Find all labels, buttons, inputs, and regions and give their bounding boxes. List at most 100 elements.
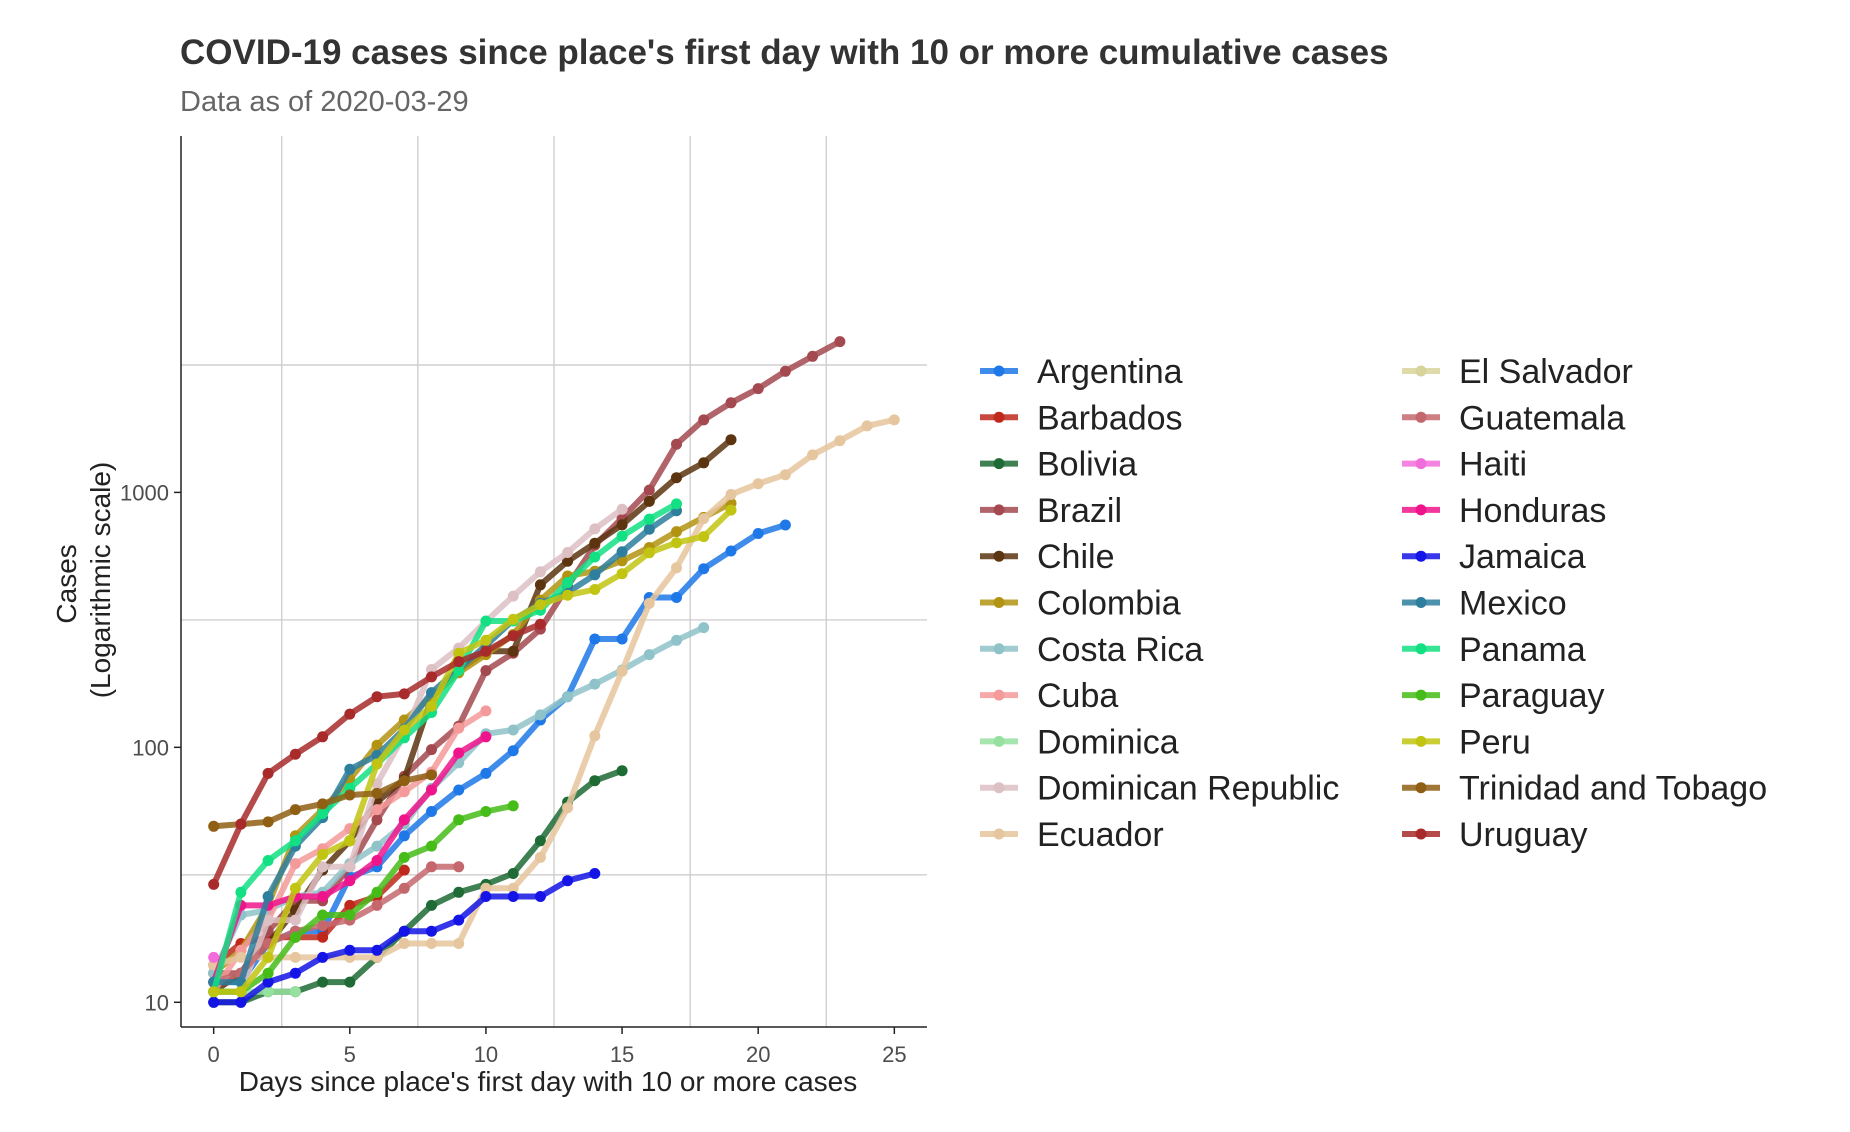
data-point-ecuador-20 [752,478,764,490]
legend-key-point-honduras [1415,504,1427,516]
data-point-costa-rica-17 [671,634,682,646]
data-point-argentina-15 [616,633,628,645]
data-point-paraguay-4 [317,909,329,921]
legend-label-argentina: Argentina [1037,353,1183,391]
data-point-honduras-8 [426,784,437,796]
legend-item-paraguay: Paraguay [1402,677,1605,715]
legend-label-peru: Peru [1459,723,1531,761]
data-point-honduras-7 [398,814,410,826]
legend-key-point-dominican-republic [993,782,1005,794]
data-point-dominican-republic-4 [317,861,329,873]
legend-label-mexico: Mexico [1459,585,1567,623]
legend: Argentina Barbados Bolivia Brazil Chile Colom… [980,353,1767,854]
legend-label-ecuador: Ecuador [1037,816,1164,854]
data-point-argentina-21 [779,519,791,531]
data-point-chile-14 [589,537,601,549]
x-tick-label-2: 10 [474,1042,498,1067]
legend-key-point-brazil [993,504,1005,516]
data-point-bolivia-5 [344,976,356,988]
data-point-ecuador-18 [698,513,710,525]
data-point-colombia-15 [616,555,628,567]
data-point-jamaica-1 [235,996,247,1008]
data-point-cuba-9 [453,722,465,734]
legend-key-point-paraguay [1415,689,1427,701]
y-tick-label-2: 1000 [120,480,169,505]
data-point-chile-16 [643,495,655,507]
legend-label-dominica: Dominica [1037,723,1179,761]
legend-item-dominican-republic: Dominican Republic [980,770,1339,808]
data-point-trinidad-and-tobago-8 [426,769,437,781]
legend-item-jamaica: Jamaica [1402,538,1586,576]
chart-title: COVID-19 cases since place's first day w… [180,33,1389,72]
data-point-haiti-0 [208,951,220,963]
data-point-ecuador-10 [480,882,492,894]
data-point-mexico-5 [344,763,356,775]
data-point-mexico-14 [589,569,601,581]
data-point-uruguay-8 [426,671,437,683]
data-point-argentina-10 [480,767,492,779]
data-point-argentina-18 [698,563,710,575]
data-point-costa-rica-16 [643,649,655,661]
data-point-ecuador-13 [562,802,574,814]
legend-key-point-haiti [1415,458,1427,470]
x-axis-title: Days since place's first day with 10 or … [239,1066,857,1097]
series-line-brazil [210,338,843,977]
data-point-peru-4 [317,849,329,860]
legend-item-ecuador: Ecuador [980,816,1164,854]
legend-label-panama: Panama [1459,631,1586,669]
data-point-brazil-6 [371,814,383,826]
data-point-peru-17 [671,537,682,549]
legend-item-chile: Chile [980,538,1114,576]
data-point-ecuador-1 [235,951,247,963]
data-point-chile-18 [698,457,710,469]
legend-label-chile: Chile [1037,538,1114,576]
data-point-bolivia-11 [507,868,519,879]
data-point-dominican-republic-3 [289,914,301,926]
series-uruguay [208,618,546,890]
data-point-guatemala-8 [426,861,437,873]
x-tick-label-3: 15 [610,1042,634,1067]
data-point-brazil-10 [480,665,492,677]
legend-key-point-mexico [1415,597,1427,608]
data-point-honduras-5 [344,875,356,887]
data-point-jamaica-4 [317,951,329,963]
data-point-dominica-3 [289,986,301,998]
data-point-argentina-19 [725,545,737,557]
legend-item-cuba: Cuba [980,677,1118,715]
legend-key-point-bolivia [993,458,1005,470]
data-point-panama-3 [289,835,301,847]
data-point-jamaica-9 [453,914,465,926]
data-point-peru-2 [262,951,274,963]
data-point-argentina-9 [453,784,465,796]
legend-key-point-argentina [993,365,1005,377]
data-point-jamaica-13 [562,875,574,887]
legend-label-cuba: Cuba [1037,677,1118,715]
data-point-peru-10 [480,634,492,646]
legend-label-el-salvador: El Salvador [1459,353,1633,391]
data-point-trinidad-and-tobago-3 [289,804,301,816]
series-haiti [208,951,220,963]
legend-key-point-guatemala [1415,411,1427,423]
series-line-peru [210,507,734,995]
legend-item-uruguay: Uruguay [1402,816,1588,854]
data-point-dominican-republic-11 [507,590,519,602]
data-point-peru-5 [344,835,356,847]
data-point-ecuador-9 [453,938,465,949]
legend-item-mexico: Mexico [1402,585,1567,623]
legend-item-haiti: Haiti [1402,446,1527,484]
data-point-guatemala-9 [453,861,465,873]
data-point-panama-2 [262,855,274,866]
data-point-trinidad-and-tobago-7 [398,775,410,787]
data-point-argentina-11 [507,745,519,757]
data-point-uruguay-2 [262,767,274,779]
data-point-trinidad-and-tobago-5 [344,789,356,801]
data-point-mexico-16 [643,523,655,535]
data-point-cuba-3 [289,858,301,870]
x-tick-label-1: 5 [344,1042,356,1067]
legend-label-guatemala: Guatemala [1459,399,1625,437]
data-point-paraguay-3 [289,931,301,943]
data-point-dominican-republic-2 [262,914,274,926]
data-point-cuba-6 [371,804,383,816]
data-point-costa-rica-14 [589,678,601,690]
